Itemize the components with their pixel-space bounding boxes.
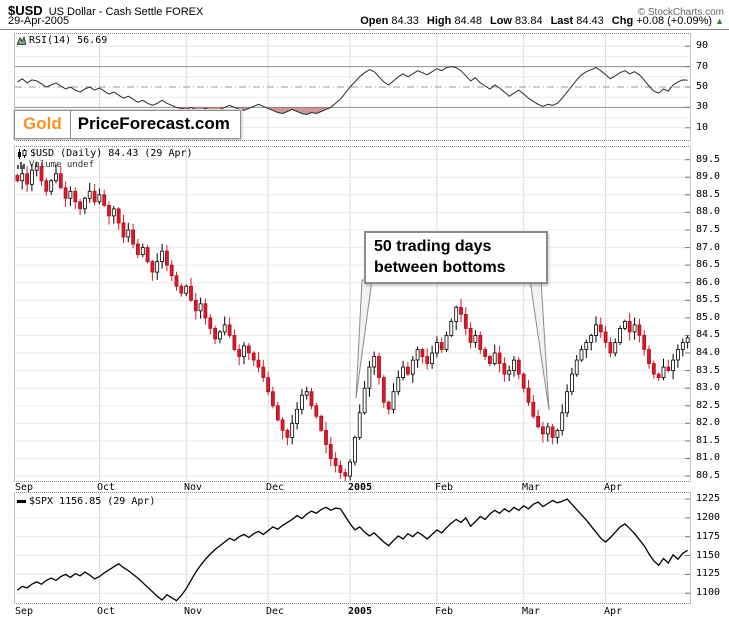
y-axis-label: 82.5 <box>696 400 721 411</box>
quote-last: Last 84.43 <box>551 15 604 27</box>
y-axis-label: 10 <box>696 122 709 133</box>
quote-summary: Open 84.33 High 84.48 Low 83.84 Last 84.… <box>352 15 724 27</box>
volume-bars-icon <box>17 161 26 169</box>
y-axis-label: 30 <box>696 101 709 112</box>
goldpriceforecast-watermark: Gold PriceForecast.com <box>14 110 241 139</box>
x-axis-label: 2005 <box>348 482 373 493</box>
y-axis-label: 81.0 <box>696 452 721 463</box>
y-axis-label: 83.5 <box>696 365 721 376</box>
annotation-callout-box: 50 trading days between bottoms <box>364 231 548 284</box>
x-axis-label: Dec <box>266 606 285 617</box>
high-value: 84.48 <box>454 15 482 27</box>
x-axis-label: Mar <box>522 606 541 617</box>
x-axis-label: Nov <box>184 482 203 493</box>
open-label: Open <box>360 15 389 27</box>
last-label: Last <box>550 15 574 27</box>
candlestick-icon <box>17 148 27 159</box>
x-axis-label: Apr <box>604 606 623 617</box>
spx-line-svg <box>15 493 690 603</box>
annotation-line-1: 50 trading days <box>374 238 492 255</box>
usd-legend-text: $USD (Daily) 84.43 (29 Apr) <box>30 148 193 159</box>
annotation-line-2: between bottoms <box>374 259 506 276</box>
x-axis-label: Oct <box>97 482 116 493</box>
y-axis-label: 70 <box>696 61 709 72</box>
spx-x-axis: Sep Oct Nov Dec 2005 Feb Mar Apr <box>15 606 705 619</box>
y-axis-label: 84.0 <box>696 347 721 358</box>
ticker-symbol: $USD <box>8 3 43 18</box>
last-value: 84.43 <box>576 15 604 27</box>
change-value: +0.08 (+0.09%) <box>636 15 713 27</box>
area-chart-icon <box>17 36 26 45</box>
y-axis-label: 87.5 <box>696 224 721 235</box>
y-axis-label: 89.5 <box>696 154 721 165</box>
y-axis-label: 86.5 <box>696 259 721 270</box>
logo-gold-text: Gold <box>15 111 71 138</box>
chart-date: 29-Apr-2005 <box>8 15 70 27</box>
y-axis-label: 1125 <box>696 568 721 579</box>
y-axis-label: 84.5 <box>696 329 721 340</box>
y-axis-label: 1175 <box>696 531 721 542</box>
header-divider <box>0 29 729 30</box>
logo-site-text: PriceForecast.com <box>77 114 230 133</box>
stockcharts-credit: © StockCharts.com <box>637 7 724 18</box>
ticker-description: US Dollar - Cash Settle FOREX <box>48 6 204 18</box>
spx-comparison-panel <box>14 492 691 604</box>
y-axis-label: 85.0 <box>696 312 721 323</box>
y-axis-label: 1150 <box>696 550 721 561</box>
header-row-1: $USD US Dollar - Cash Settle FOREX © Sto… <box>8 3 724 18</box>
low-value: 83.84 <box>515 15 543 27</box>
header-row-2: 29-Apr-2005 Open 84.33 High 84.48 Low 83… <box>8 15 724 27</box>
usd-price-panel <box>14 146 691 482</box>
line-series-icon <box>17 500 26 503</box>
usd-x-axis: Sep Oct Nov Dec 2005 Feb Mar Apr <box>15 482 705 495</box>
high-label: High <box>426 15 452 27</box>
y-axis-label: 85.5 <box>696 294 721 305</box>
x-axis-label: Feb <box>435 606 454 617</box>
volume-legend: Volume undef <box>17 160 94 170</box>
y-axis-label: 1225 <box>696 493 721 504</box>
quote-change: Chg +0.08 (+0.09%) <box>612 15 712 27</box>
rsi-legend-text: RSI(14) 56.69 <box>29 35 108 46</box>
y-axis-label: 90 <box>696 40 709 51</box>
y-axis-label: 1100 <box>696 587 721 598</box>
x-axis-label: Dec <box>266 482 285 493</box>
y-axis-label: 1200 <box>696 512 721 523</box>
quote-low: Low 83.84 <box>490 15 543 27</box>
usd-legend: $USD (Daily) 84.43 (29 Apr) <box>17 148 193 159</box>
open-value: 84.33 <box>391 15 419 27</box>
x-axis-label: Sep <box>15 606 34 617</box>
x-axis-label: Nov <box>184 606 203 617</box>
low-label: Low <box>489 15 512 27</box>
y-axis-label: 88.0 <box>696 206 721 217</box>
x-axis-label: Mar <box>522 482 541 493</box>
x-axis-label: 2005 <box>348 606 373 617</box>
x-axis-label: Feb <box>435 482 454 493</box>
quote-high: High 84.48 <box>427 15 482 27</box>
y-axis-label: 88.5 <box>696 189 721 200</box>
usd-candlestick-svg <box>15 147 690 481</box>
y-axis-label: 86.0 <box>696 277 721 288</box>
spx-legend: $SPX 1156.85 (29 Apr) <box>17 496 155 507</box>
x-axis-label: Apr <box>604 482 623 493</box>
y-axis-label: 87.0 <box>696 242 721 253</box>
x-axis-label: Oct <box>97 606 116 617</box>
change-up-triangle-icon: ▲ <box>715 16 724 26</box>
y-axis-label: 89.0 <box>696 171 721 182</box>
y-axis-label: 50 <box>696 81 709 92</box>
y-axis-label: 82.0 <box>696 417 721 428</box>
y-axis-label: 80.5 <box>696 470 721 481</box>
volume-legend-text: Volume undef <box>29 160 95 170</box>
y-axis-label: 81.5 <box>696 435 721 446</box>
change-label: Chg <box>611 15 634 27</box>
spx-legend-text: $SPX 1156.85 (29 Apr) <box>29 496 156 507</box>
x-axis-label: Sep <box>15 482 34 493</box>
y-axis-label: 83.0 <box>696 382 721 393</box>
quote-open: Open 84.33 <box>360 15 419 27</box>
rsi-legend: RSI(14) 56.69 <box>17 35 107 46</box>
rsi-chart-svg <box>15 34 690 140</box>
